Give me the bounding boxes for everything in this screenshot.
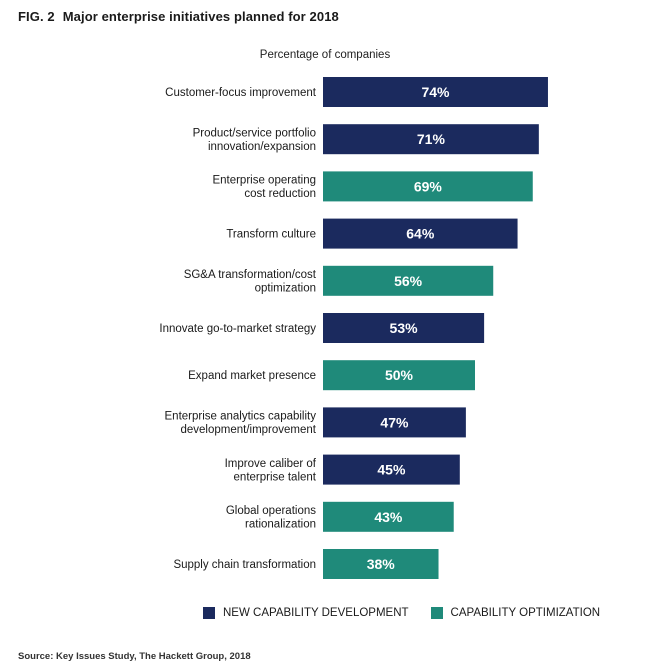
bar-value-label: 45% bbox=[377, 462, 406, 478]
bar bbox=[323, 124, 539, 155]
bar-value-label: 38% bbox=[367, 556, 396, 572]
category-label: Global operations rationalization bbox=[226, 505, 316, 531]
category-label: Customer-focus improvement bbox=[165, 87, 317, 99]
legend-swatch-new-capability bbox=[203, 607, 215, 619]
legend-label-new-capability: NEW CAPABILITY DEVELOPMENT bbox=[223, 607, 409, 619]
bar-group: 50% Expand market presence bbox=[188, 360, 475, 391]
bar bbox=[323, 501, 454, 532]
bar-value-label: 71% bbox=[417, 131, 446, 147]
category-label-line: Transform culture bbox=[226, 229, 316, 241]
category-label: Expand market presence bbox=[188, 370, 316, 382]
bar-group: 56% SG&A transformation/cost optimization bbox=[184, 265, 494, 296]
bar bbox=[323, 218, 518, 249]
category-label: Product/service portfolio innovation/expa… bbox=[193, 127, 316, 153]
figure-title: FIG. 2 Major enterprise initiatives plann… bbox=[18, 9, 339, 24]
category-label-line: development/improvement bbox=[180, 424, 316, 436]
category-label: Enterprise analytics capability developme… bbox=[165, 411, 317, 437]
bar-group: 53% Innovate go-to-market strategy bbox=[159, 313, 485, 343]
category-label-line: cost reduction bbox=[244, 188, 316, 200]
category-label-line: Expand market presence bbox=[188, 370, 316, 382]
legend-item-new-capability: NEW CAPABILITY DEVELOPMENT bbox=[203, 607, 409, 619]
bar bbox=[323, 171, 533, 202]
bar bbox=[323, 265, 494, 296]
category-label-line: enterprise talent bbox=[234, 471, 317, 483]
bar bbox=[323, 454, 460, 485]
category-label: Improve caliber of enterprise talent bbox=[225, 458, 317, 484]
bar bbox=[323, 360, 475, 391]
bar-group: 64% Transform culture bbox=[226, 218, 518, 249]
bar-value-label: 53% bbox=[390, 320, 419, 336]
bar-value-label: 50% bbox=[385, 367, 414, 383]
bar-value-label: 47% bbox=[380, 414, 409, 430]
category-label-line: Supply chain transformation bbox=[173, 559, 316, 571]
bar bbox=[323, 77, 548, 107]
category-label-line: innovation/expansion bbox=[208, 141, 316, 153]
legend-label-capability-optimization: CAPABILITY OPTIMIZATION bbox=[450, 607, 601, 619]
category-label: Transform culture bbox=[226, 229, 316, 241]
bar bbox=[323, 313, 485, 343]
bar-value-label: 64% bbox=[406, 226, 435, 242]
bar-group: 71% Product/service portfolio innovation/e… bbox=[193, 124, 539, 155]
category-label-line: rationalization bbox=[245, 519, 316, 531]
bar bbox=[323, 549, 439, 579]
category-label-line: Product/service portfolio bbox=[193, 127, 316, 139]
bar-value-label: 69% bbox=[414, 178, 443, 194]
bar-group: 47% Enterprise analytics capability develo… bbox=[165, 407, 466, 438]
category-label: SG&A transformation/cost optimization bbox=[184, 269, 317, 295]
bar-chart: 74% Customer-focus improvement 71% Product/… bbox=[159, 77, 548, 579]
category-label-line: Improve caliber of bbox=[225, 458, 317, 470]
category-label-line: optimization bbox=[255, 283, 316, 295]
category-label-line: Global operations bbox=[226, 505, 316, 517]
source-note: Source: Key Issues Study, The Hackett Gr… bbox=[18, 651, 251, 662]
bar-value-label: 74% bbox=[421, 84, 450, 100]
bar-group: 43% Global operations rationalization bbox=[226, 501, 454, 532]
category-label-line: Innovate go-to-market strategy bbox=[159, 323, 316, 335]
category-label: Innovate go-to-market strategy bbox=[159, 323, 316, 335]
category-label-line: Enterprise operating bbox=[212, 175, 316, 187]
bar-group: 74% Customer-focus improvement bbox=[165, 77, 548, 107]
bar-value-label: 56% bbox=[394, 273, 423, 289]
category-label-line: Enterprise analytics capability bbox=[165, 411, 317, 423]
chart-legend: NEW CAPABILITY DEVELOPMENT CAPABILITY OP… bbox=[203, 607, 622, 619]
legend-swatch-capability-optimization bbox=[430, 607, 443, 619]
figure-number: FIG. 2 bbox=[18, 9, 55, 24]
figure-title-text: Major enterprise initiatives planned for… bbox=[62, 9, 339, 24]
bar-group: 38% Supply chain transformation bbox=[173, 549, 439, 579]
bar bbox=[323, 407, 466, 438]
category-label-line: SG&A transformation/cost bbox=[184, 269, 317, 281]
chart-subtitle: Percentage of companies bbox=[259, 49, 391, 61]
category-label: Supply chain transformation bbox=[173, 559, 316, 571]
category-label-line: Customer-focus improvement bbox=[165, 87, 317, 99]
bar-group: 69% Enterprise operating cost reduction bbox=[212, 171, 533, 202]
legend-item-capability-optimization: CAPABILITY OPTIMIZATION bbox=[430, 607, 601, 619]
category-label: Enterprise operating cost reduction bbox=[212, 175, 316, 201]
bar-group: 45% Improve caliber of enterprise talent bbox=[225, 454, 460, 485]
bar-value-label: 43% bbox=[374, 509, 403, 525]
